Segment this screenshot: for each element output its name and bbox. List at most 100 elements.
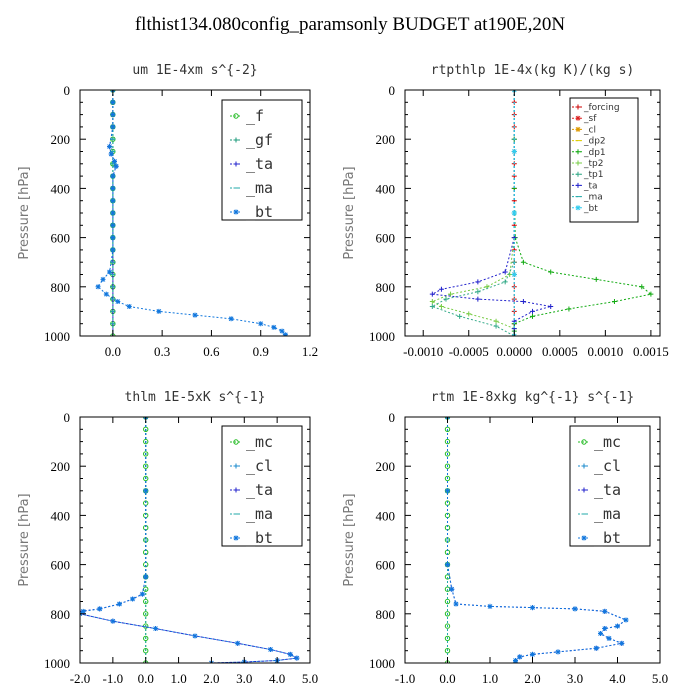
x-tick-label: -2.0: [70, 671, 91, 686]
data-point: [475, 279, 481, 285]
data-point: [143, 635, 149, 642]
data-point: [110, 198, 116, 204]
data-point: [103, 291, 109, 297]
data-point: [487, 603, 493, 609]
x-tick-label: 3.0: [567, 671, 583, 686]
x-tick-label: 4.0: [609, 671, 625, 686]
legend-marker: [233, 209, 239, 215]
legend-label: _dp1: [583, 148, 606, 158]
data-point: [444, 451, 451, 457]
legend-label: _cl: [583, 125, 596, 135]
data-point: [438, 286, 444, 292]
legend-marker: [575, 182, 581, 188]
data-point: [444, 463, 451, 469]
x-tick-label: -1.0: [103, 671, 124, 686]
data-point: [530, 308, 535, 314]
x-tick-label: 0.0: [138, 671, 154, 686]
data-point: [444, 475, 451, 482]
data-point: [192, 312, 198, 318]
y-tick-label: 1000: [44, 656, 70, 671]
plot-1: um 1E-4xm s^{-2} Pressure [hPa] 0 200 400 600…: [17, 63, 318, 359]
data-point: [110, 210, 116, 216]
plot-2: rtpthlp 1E-4x(kg K)/(kg s) Pressure [hPa]…: [342, 63, 669, 359]
y-tick-label: 600: [376, 558, 396, 573]
plot-3: thlm 1E-5xK s^{-1} Pressure [hPa] 0 200 400 6…: [17, 390, 318, 686]
x-tick-label: 2.0: [203, 671, 219, 686]
data-point: [130, 596, 136, 602]
data-point: [648, 291, 654, 297]
data-point: [110, 173, 116, 179]
data-point: [116, 601, 122, 607]
data-point: [520, 259, 526, 265]
legend-label: _bt: [246, 203, 273, 221]
x-tick-label: 0.0: [105, 344, 121, 359]
y-tick-label: 1000: [369, 656, 395, 671]
y-tick-label: 200: [51, 459, 71, 474]
data-point: [110, 222, 116, 228]
data-point: [258, 321, 264, 327]
data-point: [192, 633, 198, 639]
legend-marker: [581, 487, 587, 493]
legend: _mc _cl _ta _ma _bt: [221, 425, 303, 547]
data-point: [445, 488, 450, 494]
x-tick-label: 1.0: [170, 671, 186, 686]
data-point: [443, 296, 449, 302]
legend-marker: [575, 205, 581, 211]
data-point: [639, 284, 645, 290]
legend-label: _forcing: [583, 103, 620, 113]
data-point: [598, 630, 603, 636]
legend: _forcing_sf_cl _dp2_dp1_tp2_tp1_ta _ma_bt: [569, 97, 639, 223]
y-tick-label: 200: [376, 459, 396, 474]
data-point: [143, 611, 149, 617]
data-point: [507, 272, 513, 277]
data-point: [271, 324, 277, 330]
data-point: [548, 269, 554, 275]
x-tick-label: 0.0005: [542, 344, 578, 359]
data-point: [143, 598, 149, 605]
data-point: [511, 149, 517, 154]
legend-label: _ma: [246, 179, 273, 197]
data-point: [228, 316, 234, 322]
y-tick-label: 800: [51, 607, 71, 622]
data-point: [520, 299, 526, 305]
x-tick-label: 1.0: [482, 671, 498, 686]
legend-box: [221, 99, 303, 221]
data-point: [108, 151, 114, 157]
data-point: [566, 306, 572, 312]
y-tick-label: 600: [51, 231, 71, 246]
y-tick-label: 0: [389, 83, 396, 98]
legend-marker: [233, 487, 239, 493]
data-point: [294, 655, 300, 661]
x-tick-label: -0.0005: [449, 344, 489, 359]
y-tick-label: 0: [389, 410, 396, 425]
data-point: [593, 645, 599, 651]
y-tick-label: 800: [51, 280, 71, 295]
x-tick-label: 0.0015: [633, 344, 669, 359]
x-tick-label: 0.6: [203, 344, 220, 359]
legend-box: [569, 425, 651, 547]
data-point: [268, 646, 274, 652]
data-point: [572, 606, 578, 612]
data-point: [100, 276, 106, 282]
data-point: [139, 591, 145, 597]
data-point: [517, 654, 523, 660]
x-tick-label: 5.0: [302, 671, 318, 686]
data-point: [602, 608, 608, 614]
data-point: [444, 611, 451, 617]
figure-title: flthist134.080config_paramsonly BUDGET a…: [134, 14, 566, 35]
data-point: [143, 463, 149, 469]
data-point: [110, 99, 116, 105]
y-tick-label: 1000: [44, 329, 70, 344]
legend-label: _tp1: [583, 170, 603, 180]
legend-marker: [581, 463, 587, 469]
x-tick-label: 0.9: [253, 344, 269, 359]
legend-label: _mc: [594, 433, 621, 451]
data-point: [110, 185, 116, 191]
series-line: [430, 90, 551, 336]
data-point: [95, 284, 101, 290]
series-line: [431, 90, 515, 336]
data-point: [287, 651, 293, 657]
legend-marker: [575, 126, 581, 132]
data-point: [156, 308, 162, 314]
